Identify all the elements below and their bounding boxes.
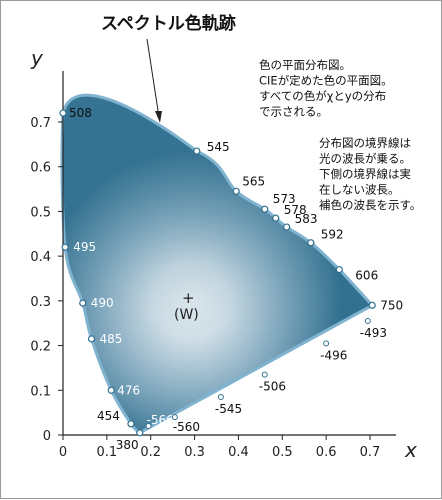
y-axis-ticks: 0 0.1 0.2 0.3 0.4 0.5 0.6 0.7 (30, 116, 63, 444)
white-point-label: (W) (174, 307, 199, 323)
locus-wavelength-label: 592 (321, 228, 344, 242)
note-line: 補色の波長を示す。 (319, 198, 421, 212)
note-line: で示される。 (259, 105, 328, 119)
title-arrowhead (155, 111, 162, 123)
locus-wavelength-label: 545 (207, 140, 230, 154)
locus-wavelength-label: 573 (273, 192, 296, 206)
complementary-wavelength-label: -566 (147, 413, 174, 427)
locus-point (307, 239, 315, 247)
locus-point (283, 223, 291, 231)
complementary-points: -566-560 -545 -506 -496 -493 (145, 317, 387, 434)
locus-point (79, 299, 87, 307)
note-line: 分布図の境界線は (319, 136, 411, 150)
locus-wavelength-label: 565 (242, 174, 265, 188)
locus-point (193, 147, 201, 155)
x-tick-label: 0.5 (272, 445, 293, 460)
x-tick-label: 0 (59, 445, 67, 460)
gamut-shading (61, 95, 373, 433)
complementary-point (217, 393, 224, 400)
y-tick-label: 0.1 (30, 384, 51, 399)
complementary-point (261, 371, 268, 378)
white-point-marker: + (182, 289, 195, 307)
x-axis-label: x (404, 438, 417, 462)
note-line: CIEが定めた色の平面図。 (259, 74, 393, 88)
locus-wavelength-label: 606 (355, 269, 378, 283)
x-tick-label: 0.3 (184, 445, 205, 460)
locus-point (87, 335, 96, 343)
complementary-wavelength-label: -506 (259, 380, 286, 394)
note-line: すべての色がχとyの分布 (259, 89, 386, 103)
y-tick-label: 0.6 (30, 161, 51, 176)
title-arrow (146, 38, 160, 118)
y-tick-label: 0.4 (30, 250, 51, 265)
locus-wavelength-label: 490 (91, 296, 114, 310)
complementary-point (323, 340, 330, 347)
locus-point (127, 420, 135, 428)
x-tick-label: 0.6 (316, 445, 337, 460)
y-tick-label: 0.2 (30, 340, 51, 355)
x-tick-label: 0.1 (97, 445, 118, 460)
complementary-wavelength-label: -560 (173, 420, 200, 434)
locus-point (61, 243, 69, 251)
locus-point (368, 301, 376, 309)
y-tick-label: 0.7 (30, 116, 51, 131)
locus-point (335, 265, 343, 274)
spectral-locus-line (60, 93, 375, 435)
complementary-wavelength-label: -496 (320, 348, 347, 362)
locus-point (261, 205, 269, 213)
x-tick-label: 0.7 (360, 445, 381, 460)
complementary-wavelength-label: -493 (360, 326, 387, 340)
note-line: 色の平面分布図。 (259, 58, 351, 72)
locus-wavelength-label: 750 (380, 298, 403, 312)
locus-point (107, 386, 115, 394)
locus-point (272, 214, 280, 222)
locus-wavelength-label: 495 (73, 240, 96, 254)
complementary-point (171, 414, 178, 421)
y-tick-label: 0.5 (30, 205, 51, 220)
x-axis-ticks: 0 0.1 0.2 0.3 0.4 0.5 0.6 0.7 (59, 435, 380, 460)
locus-wavelength-label: 476 (117, 383, 140, 397)
note-line: 下側の境界線は実 (319, 167, 411, 181)
y-tick-label: 0.3 (30, 295, 51, 310)
y-axis-label: y (30, 46, 44, 70)
note-line: 光の波長が乗る。 (319, 152, 411, 166)
locus-wavelength-label: 380 (116, 438, 139, 452)
locus-wavelength-label: 578 (284, 203, 307, 217)
locus-point (232, 187, 240, 195)
x-tick-label: 0.4 (228, 445, 249, 460)
y-tick-label: 0 (43, 429, 51, 444)
note-line: 在しない波長。 (319, 183, 400, 197)
complementary-wavelength-label: -545 (215, 402, 242, 416)
complementary-point (145, 423, 152, 430)
locus-point (59, 109, 67, 117)
locus-wavelength-label: 485 (100, 332, 123, 346)
locus-wavelength-label: 454 (97, 409, 120, 423)
locus-wavelength-label: 508 (69, 106, 92, 120)
locus-wavelength-label: 583 (295, 212, 318, 226)
chart-title: スペクトル色軌跡 (101, 13, 236, 34)
x-tick-label: 0.2 (140, 445, 161, 460)
complementary-point (364, 317, 371, 324)
locus-point (136, 429, 144, 437)
